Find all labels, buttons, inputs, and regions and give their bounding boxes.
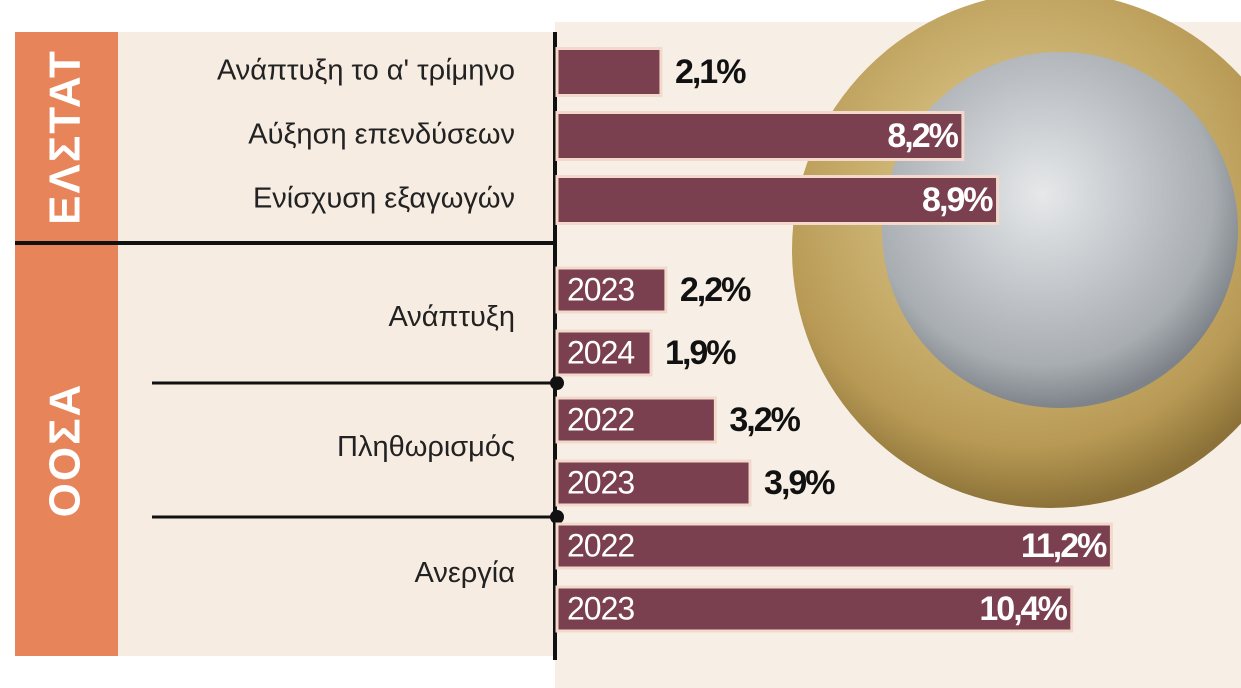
group-panel (15, 32, 118, 656)
year-label: 2023 (567, 464, 634, 500)
category-label: Ανάπτυξη το α' τρίμηνο (217, 55, 515, 87)
value-label: 3,2% (729, 401, 800, 439)
divider-dot (550, 376, 564, 390)
bar (555, 111, 965, 161)
bar (555, 396, 717, 444)
category-label: Ανάπτυξη (388, 301, 515, 333)
year-label: 2022 (567, 401, 634, 437)
year-label: 2023 (567, 590, 634, 626)
year-label: 2024 (567, 334, 634, 370)
category-label: Ενίσχυση εξαγωγών (253, 183, 515, 215)
category-label: Αύξηση επενδύσεων (248, 119, 515, 151)
group-label: ΕΛΣΤΑΤ (41, 49, 90, 225)
value-label: 3,9% (764, 464, 835, 502)
coin-center (882, 52, 1238, 408)
value-label: 1,9% (665, 334, 736, 372)
bar (555, 585, 1074, 633)
divider-dot (550, 510, 564, 524)
bar (555, 175, 1000, 225)
value-label: 10,4% (979, 590, 1067, 628)
bar (555, 459, 752, 507)
year-label: 2023 (567, 271, 634, 307)
value-label: 2,1% (675, 53, 746, 91)
value-label: 11,2% (1021, 527, 1107, 565)
value-label: 2,2% (680, 271, 751, 309)
bar (555, 329, 653, 377)
bar (555, 266, 668, 314)
group-label: ΟΟΣΑ (41, 383, 90, 518)
label-panel (118, 32, 555, 656)
category-label: Ανεργία (415, 557, 515, 589)
bar (555, 522, 1113, 570)
category-label: Πληθωρισμός (337, 431, 515, 463)
bar (555, 47, 663, 97)
value-label: 8,2% (887, 117, 958, 155)
value-label: 8,9% (922, 181, 993, 219)
year-label: 2022 (567, 527, 634, 563)
